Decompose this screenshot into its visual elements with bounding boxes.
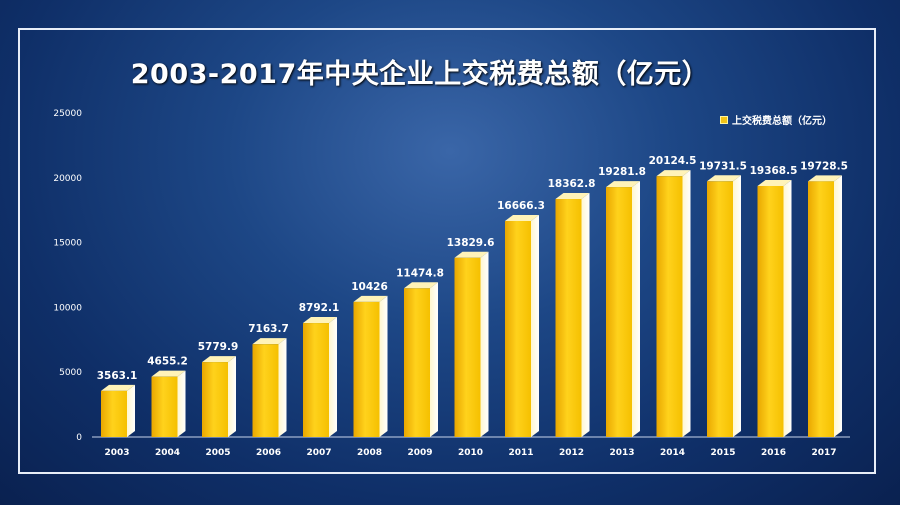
bar-top bbox=[808, 175, 842, 182]
x-tick-label: 2008 bbox=[357, 448, 382, 458]
bar-top bbox=[151, 370, 186, 377]
chart-frame bbox=[18, 28, 876, 474]
bar-top bbox=[101, 384, 135, 391]
bar bbox=[555, 199, 582, 437]
data-label: 19731.5 bbox=[699, 160, 747, 172]
data-label: 8792.1 bbox=[299, 302, 340, 314]
bar bbox=[606, 187, 632, 437]
bar-top bbox=[252, 338, 287, 345]
data-label: 16666.3 bbox=[497, 200, 545, 212]
y-tick-label: 0 bbox=[76, 433, 82, 443]
bar-top bbox=[606, 181, 640, 188]
x-tick-label: 2007 bbox=[306, 448, 331, 458]
bar bbox=[404, 288, 430, 437]
bar-top bbox=[454, 251, 489, 258]
legend-swatch bbox=[720, 115, 728, 124]
x-tick-label: 2015 bbox=[710, 448, 735, 458]
bar-side bbox=[480, 251, 489, 437]
legend-label: 上交税费总额（亿元） bbox=[732, 116, 832, 127]
bar-top bbox=[505, 215, 539, 222]
bar bbox=[101, 390, 127, 437]
bar bbox=[353, 301, 380, 437]
legend: 上交税费总额（亿元） bbox=[720, 112, 832, 127]
bar bbox=[656, 176, 683, 438]
x-tick-label: 2004 bbox=[155, 448, 180, 458]
y-tick-label: 25000 bbox=[53, 109, 82, 119]
bar-side bbox=[379, 295, 388, 437]
data-label: 19368.5 bbox=[750, 165, 798, 177]
x-tick-label: 2006 bbox=[256, 448, 281, 458]
bar-side bbox=[127, 384, 135, 437]
bar-side bbox=[278, 338, 287, 437]
x-tick-label: 2009 bbox=[407, 448, 432, 458]
data-label: 13829.6 bbox=[447, 237, 495, 249]
x-tick-label: 2005 bbox=[205, 448, 230, 458]
x-tick-label: 2003 bbox=[104, 448, 129, 458]
chart-title: 2003-2017年中央企业上交税费总额（亿元） bbox=[130, 59, 710, 90]
bar-side bbox=[733, 175, 741, 437]
x-tick-label: 2011 bbox=[508, 448, 533, 458]
bar-top bbox=[404, 282, 438, 289]
bar-side bbox=[632, 181, 640, 437]
bar bbox=[303, 323, 329, 437]
data-label: 3563.1 bbox=[97, 370, 138, 382]
data-label: 11474.8 bbox=[396, 267, 444, 279]
data-label: 5779.9 bbox=[198, 341, 239, 353]
bar-side bbox=[783, 179, 792, 437]
x-tick-label: 2017 bbox=[811, 448, 836, 458]
bar-side bbox=[682, 170, 691, 438]
y-tick-label: 10000 bbox=[53, 303, 82, 313]
x-tick-label: 2012 bbox=[559, 448, 584, 458]
bar-side bbox=[834, 175, 842, 437]
bar bbox=[757, 185, 784, 437]
bar-side bbox=[430, 282, 438, 437]
data-label: 19281.8 bbox=[598, 166, 646, 178]
bar-side bbox=[228, 356, 236, 437]
bar bbox=[202, 362, 228, 437]
data-label: 20124.5 bbox=[649, 155, 697, 167]
bar-side bbox=[531, 215, 539, 437]
data-label: 7163.7 bbox=[248, 323, 289, 335]
bar-top bbox=[353, 295, 388, 302]
x-tick-label: 2010 bbox=[458, 448, 483, 458]
y-tick-label: 5000 bbox=[59, 368, 82, 378]
x-tick-label: 2016 bbox=[761, 448, 786, 458]
x-tick-label: 2013 bbox=[609, 448, 634, 458]
bar-side bbox=[581, 193, 590, 437]
x-tick-label: 2014 bbox=[660, 448, 685, 458]
bar-top bbox=[555, 193, 590, 200]
bar-top bbox=[757, 179, 792, 186]
bar bbox=[707, 181, 733, 437]
data-label: 10426 bbox=[351, 281, 388, 293]
bar-top bbox=[303, 317, 337, 324]
bar-top bbox=[202, 356, 236, 363]
data-label: 19728.5 bbox=[800, 160, 848, 172]
bar-top bbox=[707, 175, 741, 182]
y-tick-label: 20000 bbox=[53, 174, 82, 184]
bar-side bbox=[329, 317, 337, 437]
bar-side bbox=[177, 370, 186, 437]
bar bbox=[808, 181, 834, 437]
bar bbox=[151, 376, 178, 437]
data-label: 4655.2 bbox=[147, 356, 188, 368]
bar-top bbox=[656, 170, 691, 177]
y-tick-label: 15000 bbox=[53, 239, 82, 249]
data-label: 18362.8 bbox=[548, 178, 596, 190]
bar bbox=[252, 344, 279, 437]
bar bbox=[454, 257, 481, 437]
bar bbox=[505, 221, 531, 437]
